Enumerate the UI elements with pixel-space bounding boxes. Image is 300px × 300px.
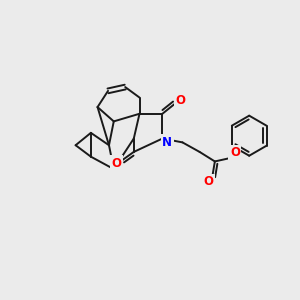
Text: N: N: [162, 136, 172, 149]
Text: O: O: [203, 175, 213, 188]
Text: O: O: [112, 157, 122, 170]
Text: O: O: [176, 94, 185, 107]
Text: O: O: [230, 146, 240, 159]
